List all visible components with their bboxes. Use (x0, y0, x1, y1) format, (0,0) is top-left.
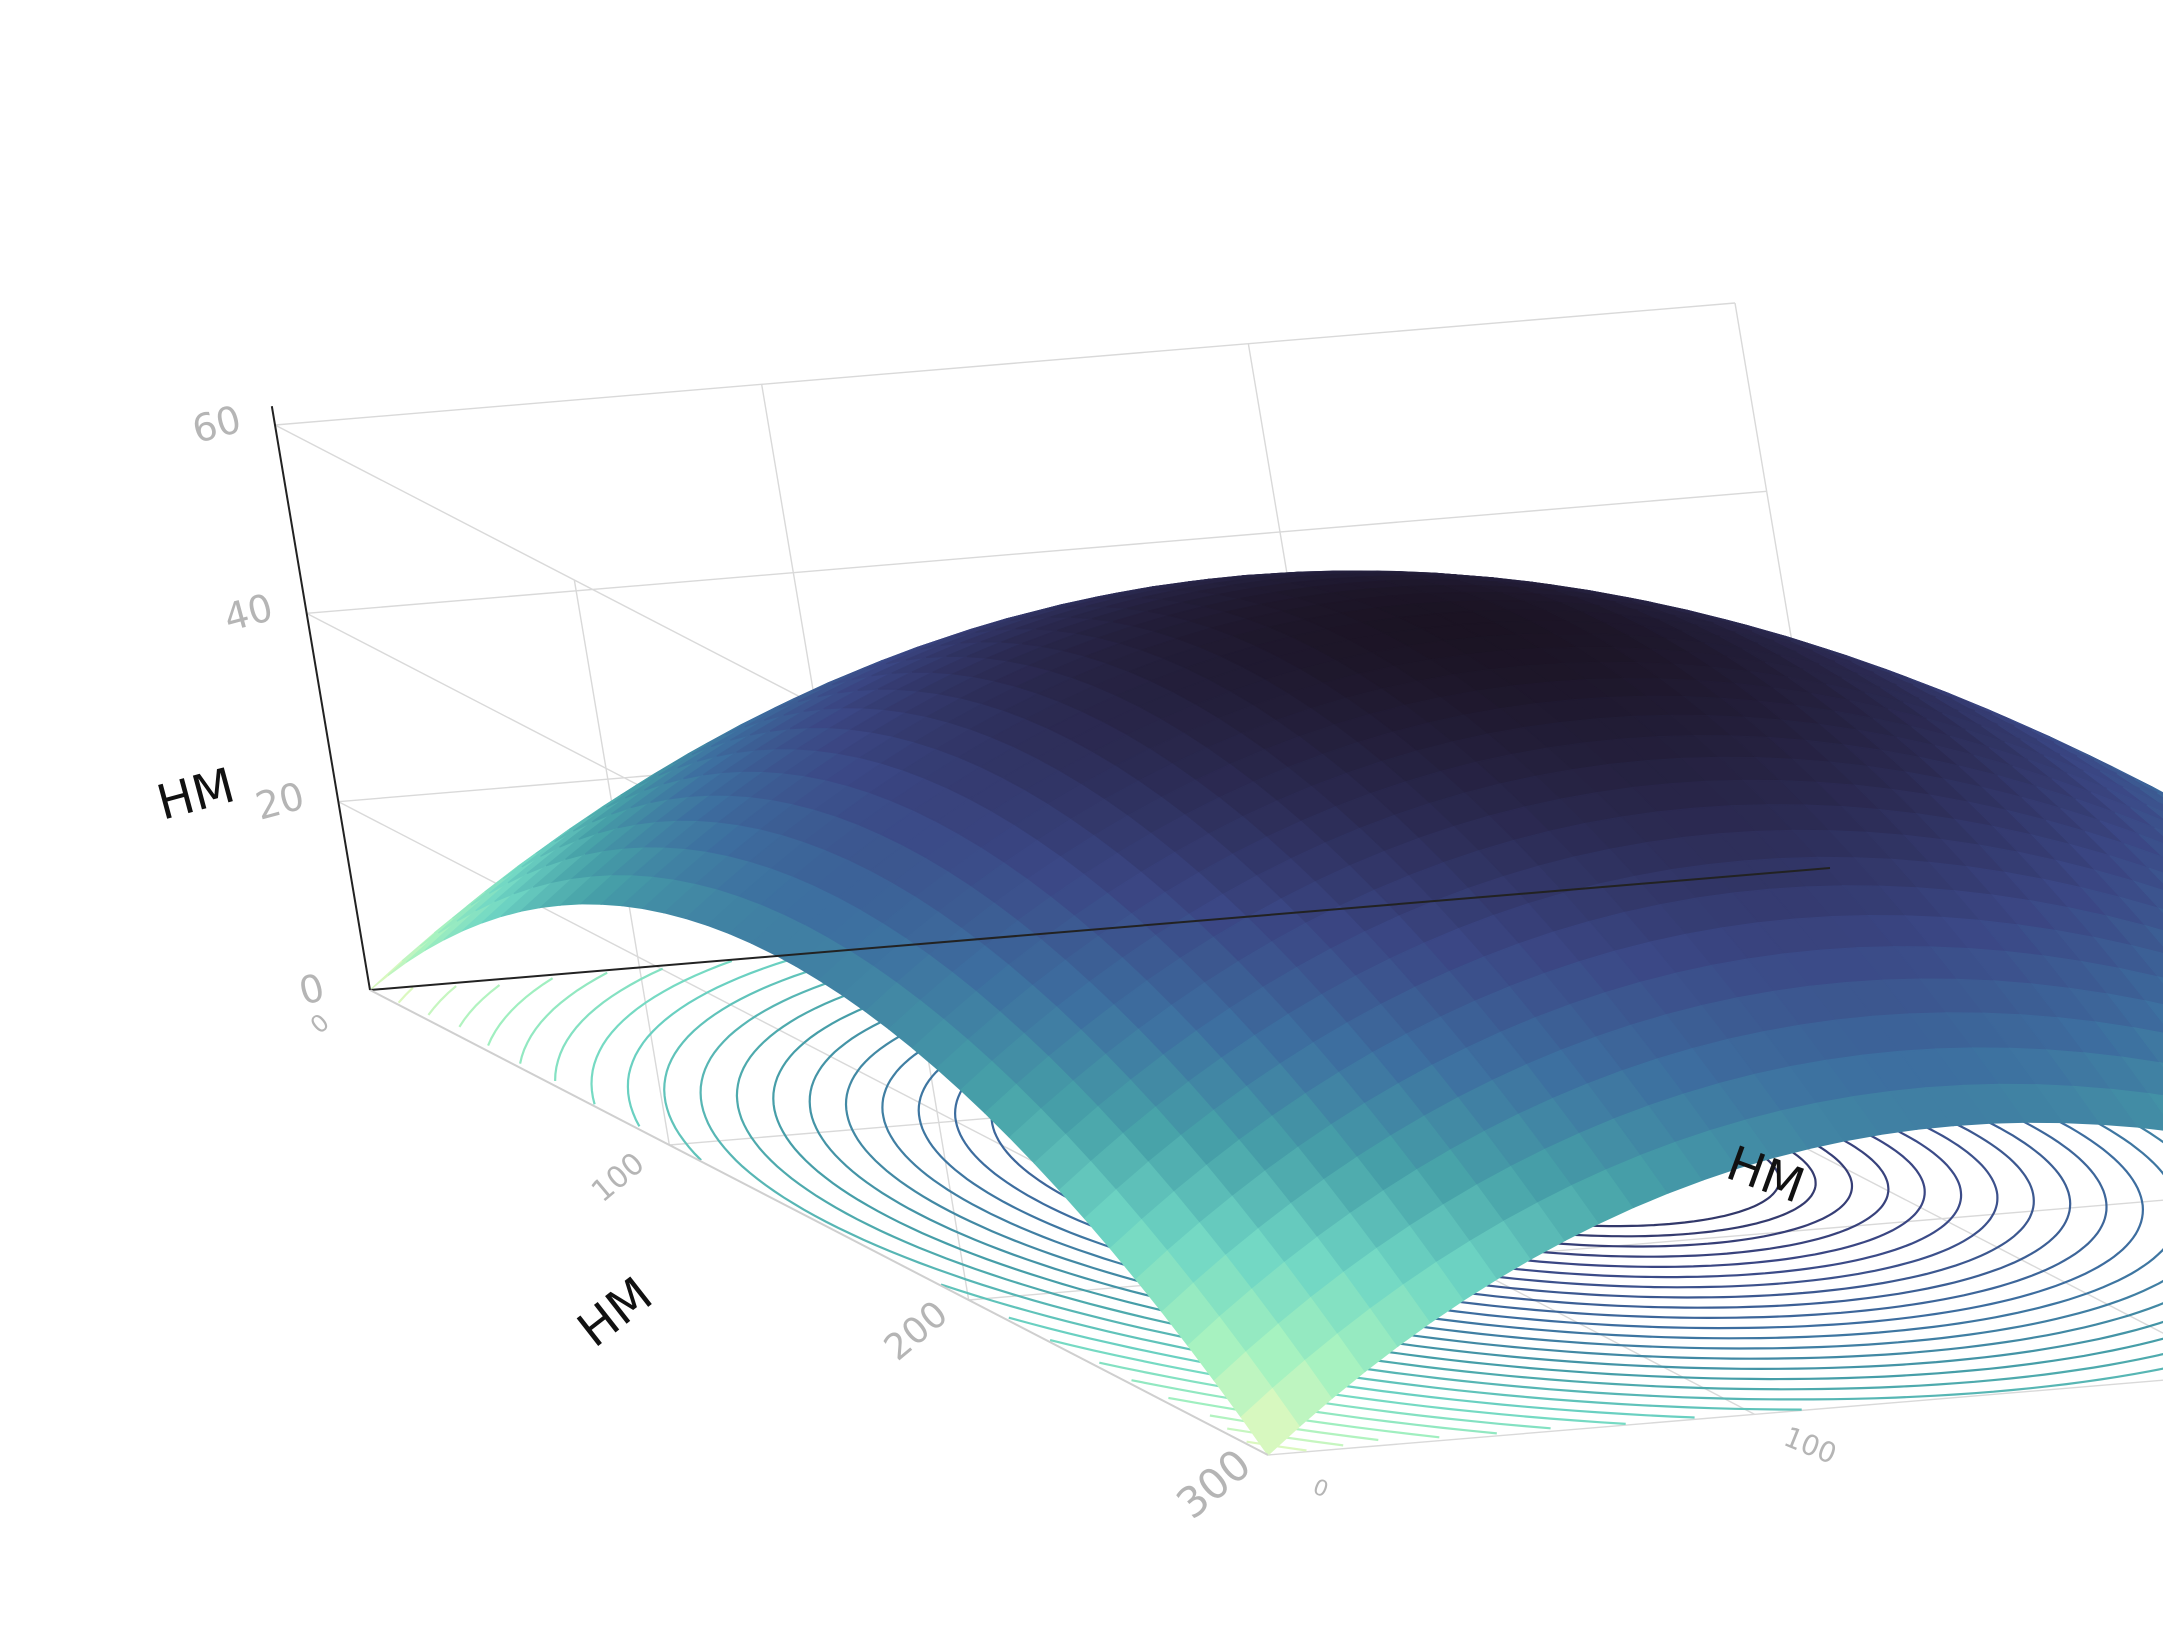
y-tick-label: 100 (1779, 1420, 1841, 1471)
x-axis-title: HM (567, 1266, 663, 1358)
surface-patch (2156, 975, 2163, 984)
surface-patch (2132, 880, 2163, 911)
surface-patch (2147, 1092, 2163, 1115)
z-tick-label: 60 (188, 397, 246, 452)
surface-patch (2109, 855, 2163, 892)
surface-patch (2154, 827, 2163, 837)
surface-patch (2159, 1062, 2163, 1068)
surface-patch (2139, 788, 2163, 806)
surface-patch (2118, 896, 2163, 932)
y-tick-label: 0 (1309, 1475, 1331, 1503)
surface-patch (2110, 1088, 2163, 1131)
surface-patch (424, 910, 477, 951)
surface-patch (2131, 944, 2163, 979)
surface-patch (2114, 812, 2163, 845)
surface-patch (2106, 787, 2163, 822)
x-tick-label: 200 (877, 1293, 956, 1369)
surface-patch (2123, 843, 2163, 874)
surface-patch (2148, 867, 2163, 884)
axis-lines (270, 406, 1831, 1456)
surface (369, 570, 2163, 1456)
z-axis-title: HM (151, 757, 240, 831)
surface-patch (2122, 786, 2163, 813)
surface-patch (2132, 1026, 2163, 1064)
surface-patch (2105, 915, 2163, 955)
z-tick-label: 40 (219, 585, 277, 640)
x-tick-label: 0 (305, 1008, 335, 1039)
z-tick-label: 20 (251, 774, 309, 829)
x-tick-label: 300 (1167, 1439, 1260, 1528)
surface-patch (2099, 770, 2163, 806)
x-tick-label: 100 (585, 1146, 651, 1210)
surface-patch (2144, 1000, 2163, 1024)
surface-patch (2121, 1056, 2163, 1097)
surface-patch (2156, 792, 2163, 798)
z-tick-label: 0 (294, 965, 329, 1014)
surface-patch (2118, 967, 2163, 1006)
surface-patch (2130, 806, 2163, 832)
surface-patch (2099, 820, 2163, 858)
surface-patch (2138, 833, 2163, 858)
surface-patch (2106, 993, 2163, 1034)
surface-patch (2157, 907, 2163, 914)
surface-patch (2116, 773, 2163, 801)
